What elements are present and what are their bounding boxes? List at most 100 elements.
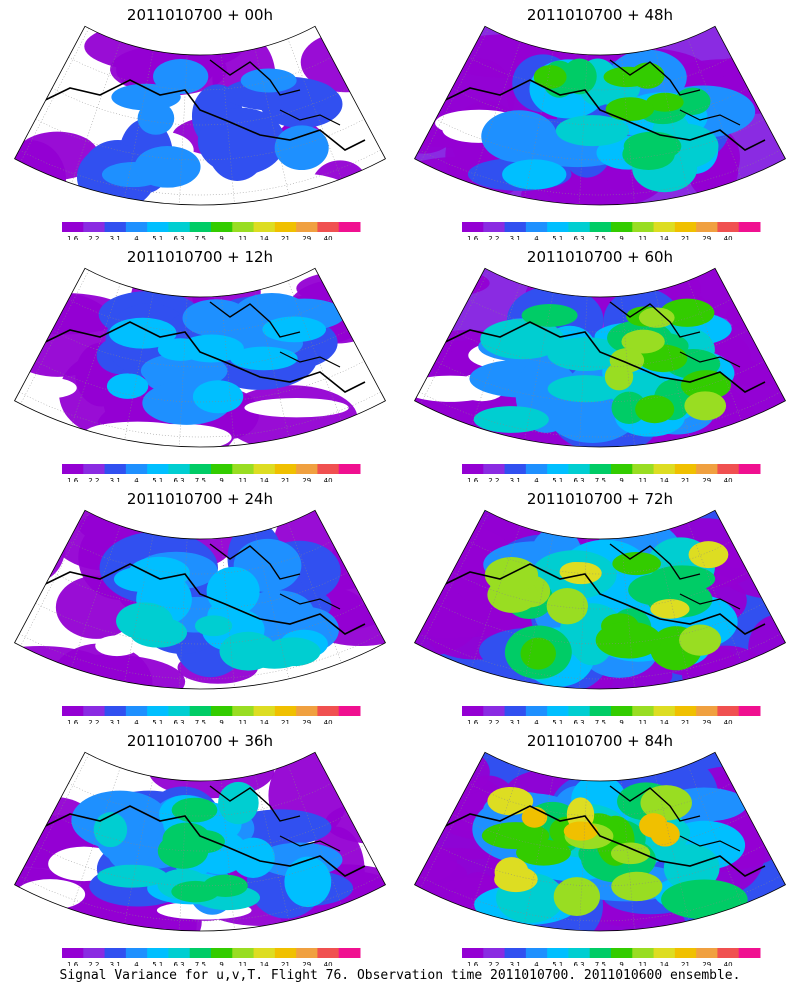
svg-text:5.1: 5.1 xyxy=(152,235,163,240)
svg-text:3.1: 3.1 xyxy=(110,477,121,482)
variance-map: 1.6 2.2 3.1 4 5.1 6.3 7.5 9 11 14 21 29 40 xyxy=(414,267,786,482)
panel-grid: 2011010700 + 00h 1.6 2.2 3.1 4 5.1 6.3 7.5 9 11 14… xyxy=(0,0,800,966)
variance-map: 1.6 2.2 3.1 4 5.1 6.3 7.5 9 11 14 21 29 40 xyxy=(14,267,386,482)
svg-text:40: 40 xyxy=(724,961,733,966)
svg-text:40: 40 xyxy=(324,235,333,240)
svg-text:2.2: 2.2 xyxy=(88,961,99,966)
svg-text:4: 4 xyxy=(534,961,539,966)
svg-text:40: 40 xyxy=(324,961,333,966)
svg-text:9: 9 xyxy=(619,719,623,724)
svg-text:11: 11 xyxy=(238,477,247,482)
svg-text:14: 14 xyxy=(660,961,669,966)
svg-text:29: 29 xyxy=(302,719,311,724)
svg-text:1.6: 1.6 xyxy=(67,961,79,966)
svg-text:2.2: 2.2 xyxy=(88,235,99,240)
svg-text:29: 29 xyxy=(702,719,711,724)
svg-text:14: 14 xyxy=(660,719,669,724)
svg-text:9: 9 xyxy=(219,961,223,966)
svg-text:1.6: 1.6 xyxy=(67,235,79,240)
svg-text:40: 40 xyxy=(724,477,733,482)
svg-text:29: 29 xyxy=(302,477,311,482)
svg-text:1.6: 1.6 xyxy=(67,719,79,724)
svg-text:4: 4 xyxy=(134,961,139,966)
variance-map: 1.6 2.2 3.1 4 5.1 6.3 7.5 9 11 14 21 29 40 xyxy=(14,751,386,966)
svg-text:9: 9 xyxy=(619,961,623,966)
svg-text:7.5: 7.5 xyxy=(595,477,606,482)
svg-text:21: 21 xyxy=(281,477,290,482)
svg-text:9: 9 xyxy=(219,477,223,482)
svg-text:4: 4 xyxy=(534,235,539,240)
svg-text:5.1: 5.1 xyxy=(152,719,163,724)
svg-text:3.1: 3.1 xyxy=(110,719,121,724)
map-panel: 2011010700 + 24h 1.6 2.2 3.1 4 5.1 6.3 7.5 9 11 14… xyxy=(0,484,400,724)
svg-text:4: 4 xyxy=(534,719,539,724)
svg-text:4: 4 xyxy=(134,477,139,482)
panel-title: 2011010700 + 72h xyxy=(526,490,674,508)
svg-text:29: 29 xyxy=(302,235,311,240)
svg-text:29: 29 xyxy=(702,961,711,966)
svg-text:4: 4 xyxy=(134,235,139,240)
svg-text:7.5: 7.5 xyxy=(595,235,606,240)
svg-text:5.1: 5.1 xyxy=(552,961,563,966)
svg-text:11: 11 xyxy=(638,961,647,966)
svg-text:2.2: 2.2 xyxy=(88,719,99,724)
svg-text:5.1: 5.1 xyxy=(152,477,163,482)
svg-text:11: 11 xyxy=(238,235,247,240)
svg-text:14: 14 xyxy=(260,235,269,240)
map-panel: 2011010700 + 00h 1.6 2.2 3.1 4 5.1 6.3 7.5 9 11 14… xyxy=(0,0,400,240)
svg-text:29: 29 xyxy=(702,235,711,240)
svg-text:11: 11 xyxy=(638,719,647,724)
map-panel: 2011010700 + 84h 1.6 2.2 3.1 4 5.1 6.3 7.5 9 11 14… xyxy=(400,726,800,966)
svg-text:40: 40 xyxy=(724,719,733,724)
variance-map: 1.6 2.2 3.1 4 5.1 6.3 7.5 9 11 14 21 29 40 xyxy=(414,25,786,240)
variance-map: 1.6 2.2 3.1 4 5.1 6.3 7.5 9 11 14 21 29 40 xyxy=(414,509,786,724)
svg-text:4: 4 xyxy=(134,719,139,724)
variance-map: 1.6 2.2 3.1 4 5.1 6.3 7.5 9 11 14 21 29 40 xyxy=(414,751,786,966)
svg-text:6.3: 6.3 xyxy=(174,235,185,240)
svg-text:3.1: 3.1 xyxy=(110,961,121,966)
svg-text:6.3: 6.3 xyxy=(574,719,585,724)
svg-text:6.3: 6.3 xyxy=(174,719,185,724)
svg-text:6.3: 6.3 xyxy=(574,235,585,240)
svg-text:14: 14 xyxy=(660,235,669,240)
svg-text:40: 40 xyxy=(324,477,333,482)
svg-text:6.3: 6.3 xyxy=(574,961,585,966)
svg-text:1.6: 1.6 xyxy=(467,235,479,240)
svg-text:3.1: 3.1 xyxy=(510,719,521,724)
variance-map: 1.6 2.2 3.1 4 5.1 6.3 7.5 9 11 14 21 29 40 xyxy=(14,25,386,240)
svg-text:11: 11 xyxy=(238,961,247,966)
svg-text:21: 21 xyxy=(281,961,290,966)
svg-text:3.1: 3.1 xyxy=(510,961,521,966)
panel-title: 2011010700 + 84h xyxy=(526,732,674,750)
svg-text:9: 9 xyxy=(619,477,623,482)
svg-text:40: 40 xyxy=(324,719,333,724)
svg-text:7.5: 7.5 xyxy=(195,961,206,966)
panel-title: 2011010700 + 12h xyxy=(126,248,274,266)
map-panel: 2011010700 + 72h 1.6 2.2 3.1 4 5.1 6.3 7.5 9 11 14… xyxy=(400,484,800,724)
svg-text:4: 4 xyxy=(534,477,539,482)
svg-text:29: 29 xyxy=(302,961,311,966)
svg-text:14: 14 xyxy=(260,719,269,724)
svg-text:21: 21 xyxy=(681,235,690,240)
svg-text:1.6: 1.6 xyxy=(467,719,479,724)
svg-text:3.1: 3.1 xyxy=(510,235,521,240)
svg-text:21: 21 xyxy=(681,719,690,724)
svg-text:1.6: 1.6 xyxy=(467,961,479,966)
svg-text:9: 9 xyxy=(219,719,223,724)
figure-caption: Signal Variance for u,v,T. Flight 76. Ob… xyxy=(59,968,741,983)
svg-text:11: 11 xyxy=(638,235,647,240)
svg-text:7.5: 7.5 xyxy=(195,477,206,482)
svg-text:29: 29 xyxy=(702,477,711,482)
svg-text:2.2: 2.2 xyxy=(488,477,499,482)
svg-text:21: 21 xyxy=(681,961,690,966)
svg-text:2.2: 2.2 xyxy=(488,961,499,966)
svg-text:3.1: 3.1 xyxy=(110,235,121,240)
svg-text:5.1: 5.1 xyxy=(552,477,563,482)
svg-text:11: 11 xyxy=(638,477,647,482)
variance-map: 1.6 2.2 3.1 4 5.1 6.3 7.5 9 11 14 21 29 40 xyxy=(14,509,386,724)
svg-text:6.3: 6.3 xyxy=(174,477,185,482)
svg-text:21: 21 xyxy=(681,477,690,482)
svg-text:5.1: 5.1 xyxy=(552,719,563,724)
svg-text:6.3: 6.3 xyxy=(174,961,185,966)
svg-text:14: 14 xyxy=(260,477,269,482)
